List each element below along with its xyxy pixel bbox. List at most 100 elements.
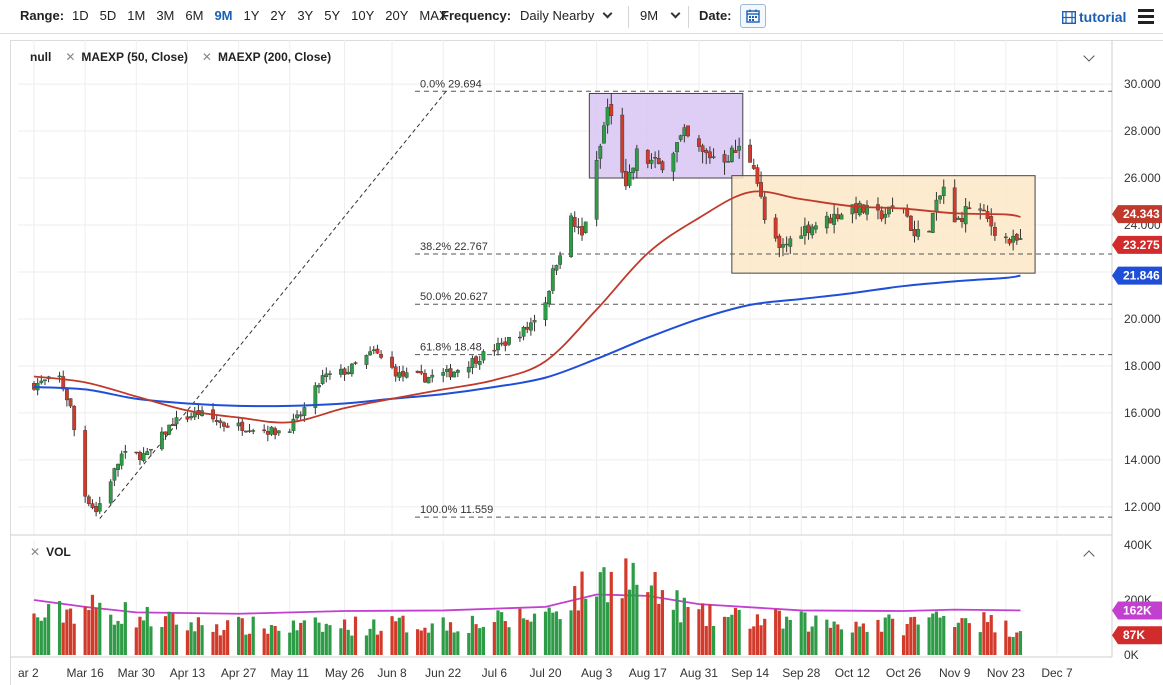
volume-bar xyxy=(916,624,920,655)
volume-bar xyxy=(551,612,555,655)
range-button-20y[interactable]: 20Y xyxy=(385,8,409,23)
candle-body xyxy=(960,218,964,222)
candle-body xyxy=(550,268,555,291)
remove-ma200-icon[interactable]: ✕ xyxy=(201,50,212,64)
candle-body xyxy=(170,424,175,426)
candle-body xyxy=(656,158,661,164)
volume-bar xyxy=(503,621,507,655)
candle-body xyxy=(660,161,665,171)
range-button-5y[interactable]: 5Y xyxy=(324,8,341,23)
volume-bar xyxy=(492,622,496,655)
remove-volume-icon[interactable]: ✕ xyxy=(30,545,41,559)
range-button-6m[interactable]: 6M xyxy=(185,8,204,23)
candle-body xyxy=(448,368,453,378)
range-button-max[interactable]: MAX xyxy=(419,8,448,23)
volume-bar xyxy=(474,624,478,655)
candle-body xyxy=(163,431,168,435)
candle-body xyxy=(189,416,194,419)
candle-body xyxy=(572,217,577,227)
moving-averages xyxy=(33,190,1021,615)
tutorial-link[interactable]: tutorial xyxy=(1061,9,1126,25)
x-tick-label: May 26 xyxy=(325,666,365,680)
candle-body xyxy=(452,371,457,378)
candle-body xyxy=(631,167,636,173)
candle-body xyxy=(883,213,888,218)
volume-bar xyxy=(876,619,880,655)
frequency-label: Frequency: xyxy=(441,8,512,23)
volume-ma-badge-text: 162K xyxy=(1123,603,1152,617)
range-button-10y[interactable]: 10Y xyxy=(351,8,375,23)
period-select[interactable]: 9M xyxy=(640,8,681,23)
range-button-1m[interactable]: 1M xyxy=(127,8,146,23)
volume-bar xyxy=(635,584,639,655)
volume-bar xyxy=(240,618,244,655)
remove-ma50-icon[interactable]: ✕ xyxy=(65,50,76,64)
candle-body xyxy=(978,208,983,211)
volume-bar xyxy=(912,616,917,655)
volume-bar xyxy=(262,628,266,655)
date-label: Date: xyxy=(699,8,732,23)
volume-bar xyxy=(865,631,869,655)
candle-body xyxy=(423,373,427,383)
range-button-3m[interactable]: 3M xyxy=(156,8,175,23)
volume-bar xyxy=(481,626,485,655)
candle-body xyxy=(671,153,676,172)
candle-body xyxy=(525,326,530,330)
candle-body xyxy=(583,221,588,233)
toolbar-divider xyxy=(688,6,689,28)
candle-body xyxy=(941,186,946,197)
volume-bar xyxy=(467,632,471,655)
candle-body xyxy=(218,420,223,424)
ma50-value-badge-shape xyxy=(1112,205,1162,224)
volume-bar xyxy=(342,619,347,655)
candle-body xyxy=(138,452,142,461)
volume-bar xyxy=(521,618,526,655)
volume-bar xyxy=(982,612,986,655)
candle-body xyxy=(773,217,778,239)
x-tick-label: Oct 12 xyxy=(835,666,871,680)
volume-bar xyxy=(87,610,91,655)
candle-body xyxy=(441,372,446,376)
volume-bar xyxy=(405,632,409,655)
volume-bar xyxy=(777,610,781,655)
toolbar: Range: 1D 5D 1M 3M 6M 9M 1Y 2Y 3Y 5Y 10Y 20Y MAX Fre… xyxy=(0,0,1163,34)
volume-bar xyxy=(116,620,120,655)
upper-range-box xyxy=(588,92,744,179)
range-button-2y[interactable]: 2Y xyxy=(270,8,287,23)
fib-label: 61.8% 18.48 xyxy=(420,342,482,354)
volume-bar xyxy=(496,610,500,655)
range-button-3y[interactable]: 3Y xyxy=(297,8,314,23)
volume-bar xyxy=(953,627,957,655)
volume-last-badge-shape xyxy=(1112,626,1162,645)
volume-legend-label: VOL xyxy=(46,545,71,559)
volume-bar xyxy=(887,614,891,655)
volume-bar xyxy=(701,603,705,655)
volume-bar xyxy=(68,608,73,655)
range-button-9m[interactable]: 9M xyxy=(214,8,233,23)
candle-body xyxy=(470,358,475,368)
volume-bar xyxy=(726,616,730,655)
range-button-5d[interactable]: 5D xyxy=(99,8,117,23)
range-button-1d[interactable]: 1D xyxy=(72,8,89,23)
volume-bar xyxy=(226,620,230,655)
volume-bar xyxy=(686,606,690,655)
candle-body xyxy=(985,211,990,219)
date-picker-button[interactable] xyxy=(740,4,766,28)
candle-body xyxy=(916,229,921,237)
hamburger-menu-icon[interactable] xyxy=(1138,9,1154,24)
candle-body xyxy=(857,202,862,216)
volume-bar xyxy=(627,589,632,655)
volume-bar xyxy=(938,617,942,655)
candle-body xyxy=(251,430,256,432)
volume-bar xyxy=(759,625,763,655)
candle-body xyxy=(64,389,69,401)
candle-body xyxy=(349,363,354,375)
ma50-line xyxy=(33,190,1021,424)
price-value-badge-shape xyxy=(1112,235,1162,254)
range-button-1y[interactable]: 1Y xyxy=(243,8,260,23)
frequency-select[interactable]: Daily Nearby xyxy=(520,8,613,23)
candle-body xyxy=(850,204,855,215)
volume-bar xyxy=(1015,632,1019,655)
candle-body xyxy=(419,371,424,374)
